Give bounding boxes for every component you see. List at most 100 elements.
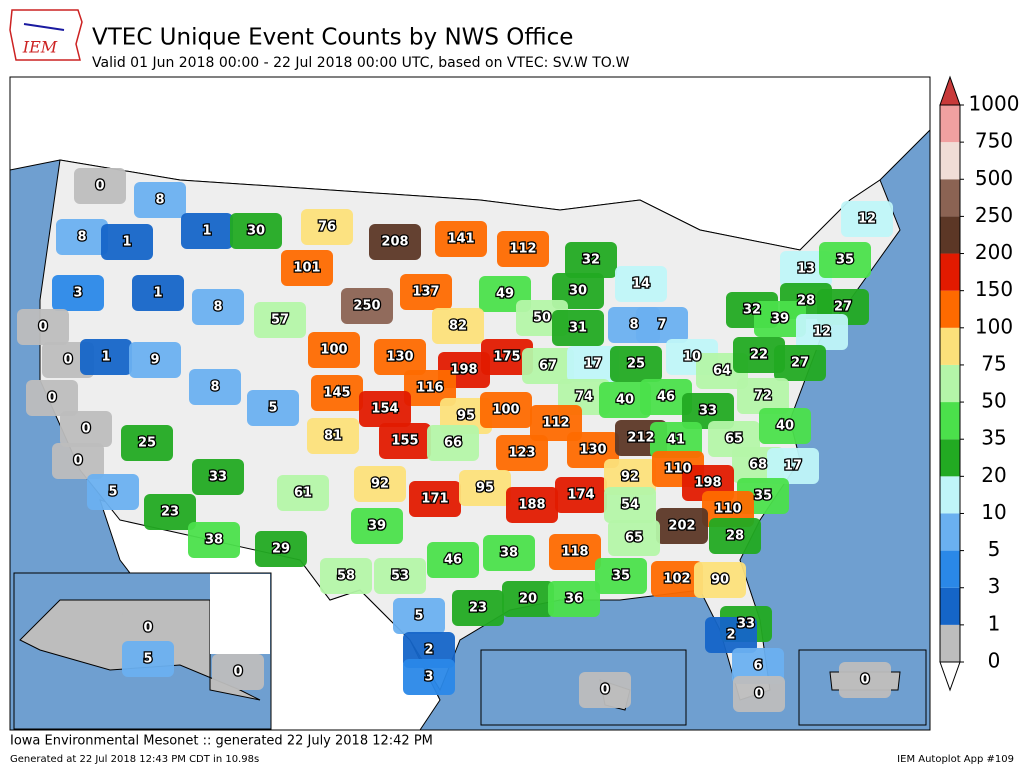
colorbar-label: 100: [975, 314, 1013, 338]
office-count: 30: [569, 284, 587, 299]
office-count: 0: [600, 683, 609, 698]
office-region: [737, 378, 789, 414]
colorbar-label: 3: [988, 574, 1001, 598]
colorbar-under: [939, 661, 961, 692]
office-count: 0: [38, 320, 47, 335]
office-region: [595, 558, 647, 594]
office-region: [189, 369, 241, 405]
office-count: 154: [371, 402, 398, 417]
office-region: [839, 662, 891, 698]
office-region: [404, 370, 456, 406]
office-region: [409, 481, 461, 517]
colorbar-bin: [940, 253, 960, 291]
office-count: 41: [667, 433, 685, 448]
colorbar-bin: [940, 624, 960, 662]
office-region: [121, 425, 173, 461]
colorbar-bin: [940, 216, 960, 254]
office-count: 9: [150, 353, 159, 368]
office-region: [52, 443, 104, 479]
office-count: 100: [320, 343, 347, 358]
office-count: 50: [533, 311, 551, 326]
office-count: 174: [567, 488, 594, 503]
office-region: [452, 590, 504, 626]
office-count: 10: [683, 350, 701, 365]
office-region: [640, 379, 692, 415]
office-count: 130: [386, 350, 413, 365]
office-region: [548, 581, 600, 617]
office-count: 6: [753, 659, 762, 674]
office-count: 7: [657, 318, 666, 333]
office-region: [393, 598, 445, 634]
colorbar-bin: [940, 179, 960, 217]
office-region: [552, 310, 604, 346]
colorbar-label: 500: [975, 166, 1013, 190]
office-region: [281, 250, 333, 286]
office-count: 5: [143, 652, 152, 667]
office-count: 1: [101, 350, 110, 365]
office-count: 208: [381, 235, 408, 250]
office-count: 110: [714, 502, 741, 517]
colorbar-bin: [940, 476, 960, 514]
office-region: [101, 224, 153, 260]
office-count: 102: [663, 572, 690, 587]
office-region: [74, 168, 126, 204]
office-count: 175: [493, 350, 520, 365]
office-count: 13: [797, 262, 815, 277]
office-count: 100: [492, 403, 519, 418]
office-region: [307, 418, 359, 454]
office-count: 116: [416, 381, 443, 396]
office-count: 39: [771, 312, 789, 327]
office-count: 35: [754, 489, 772, 504]
office-region: [192, 289, 244, 325]
office-region: [610, 346, 662, 382]
office-region: [841, 201, 893, 237]
office-region: [767, 448, 819, 484]
colorbar-label: 35: [981, 426, 1006, 450]
office-count: 112: [542, 416, 569, 431]
office-region: [480, 392, 532, 428]
office-count: 12: [858, 212, 876, 227]
colorbar-label: 1000: [969, 92, 1020, 116]
colorbar-bin: [940, 364, 960, 403]
office-count: 12: [813, 325, 831, 340]
office-region: [427, 425, 479, 461]
office-count: 0: [81, 422, 90, 437]
office-region: [87, 474, 139, 510]
office-count: 92: [371, 477, 389, 492]
colorbar-bin: [940, 587, 960, 625]
office-region: [522, 348, 574, 384]
office-region: [615, 266, 667, 302]
office-count: 31: [569, 321, 587, 336]
colorbar-label: 10: [981, 500, 1006, 524]
office-count: 5: [108, 485, 117, 500]
office-count: 118: [561, 545, 588, 560]
office-region: [351, 508, 403, 544]
office-region: [254, 302, 306, 338]
office-count: 65: [625, 531, 643, 546]
footer-small: Generated at 22 Jul 2018 12:43 PM CDT in…: [10, 754, 259, 765]
office-count: 3: [73, 286, 82, 301]
office-region: [60, 411, 112, 447]
office-region: [565, 242, 617, 278]
title: VTEC Unique Event Counts by NWS Office: [92, 25, 573, 51]
colorbar-bin: [940, 142, 960, 180]
colorbar-bin: [940, 439, 960, 477]
office-region: [369, 224, 421, 260]
office-count: 198: [450, 363, 477, 378]
office-count: 188: [518, 498, 545, 513]
office-count: 57: [271, 313, 289, 328]
office-region: [247, 390, 299, 426]
office-count: 25: [627, 357, 645, 372]
office-count: 155: [391, 434, 418, 449]
colorbar-label: 75: [981, 351, 1006, 375]
office-region: [277, 475, 329, 511]
colorbar-bin: [940, 105, 960, 143]
office-region: [311, 375, 363, 411]
office-count: 1: [122, 235, 131, 250]
office-count: 1: [202, 224, 211, 239]
office-count: 110: [664, 462, 691, 477]
office-count: 29: [272, 542, 290, 557]
office-count: 65: [725, 432, 743, 447]
office-count: 66: [444, 436, 462, 451]
